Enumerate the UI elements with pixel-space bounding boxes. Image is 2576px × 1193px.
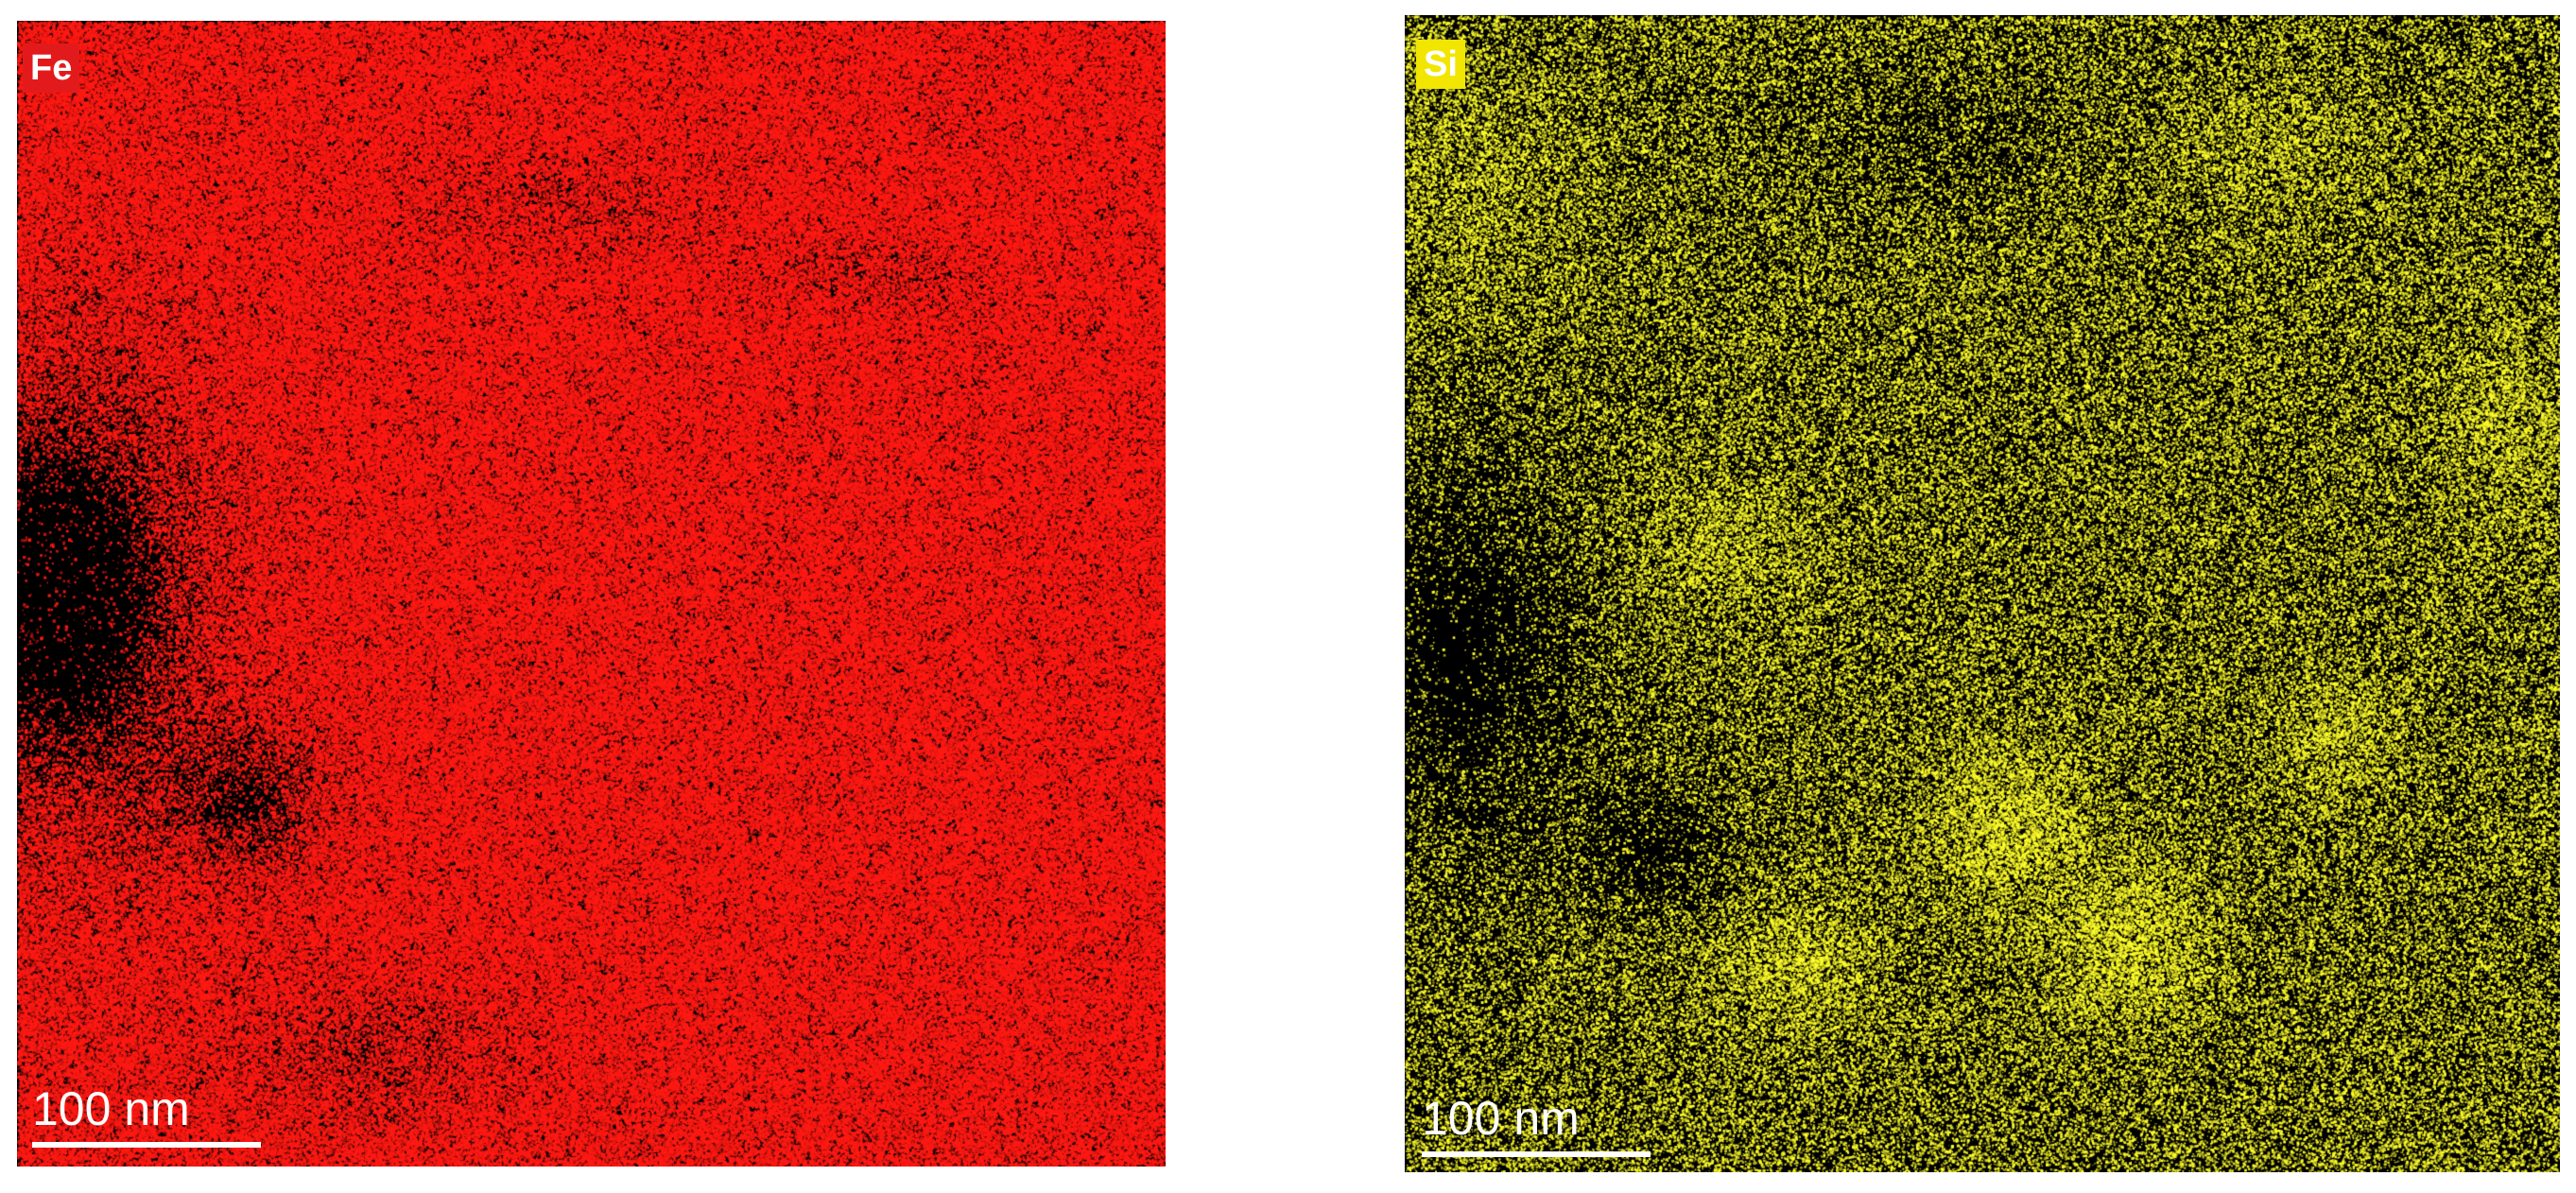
si-map-canvas	[1405, 15, 2560, 1172]
fe-element-label: Fe	[30, 48, 73, 88]
fe-scale-bar: 100 nm	[32, 1085, 261, 1148]
si-element-badge: Si	[1416, 40, 1465, 89]
fe-map-canvas	[17, 21, 1166, 1167]
si-scale-bar: 100 nm	[1422, 1095, 1651, 1157]
fe-element-badge: Fe	[23, 43, 80, 93]
si-element-label: Si	[1424, 44, 1458, 84]
si-scale-bar-label: 100 nm	[1422, 1092, 1580, 1145]
si-element-map: Si 100 nm	[1405, 15, 2560, 1172]
fe-scale-bar-line	[32, 1142, 261, 1148]
fe-scale-bar-label: 100 nm	[32, 1082, 190, 1135]
si-scale-bar-line	[1422, 1151, 1651, 1157]
fe-element-map: Fe 100 nm	[17, 21, 1166, 1167]
